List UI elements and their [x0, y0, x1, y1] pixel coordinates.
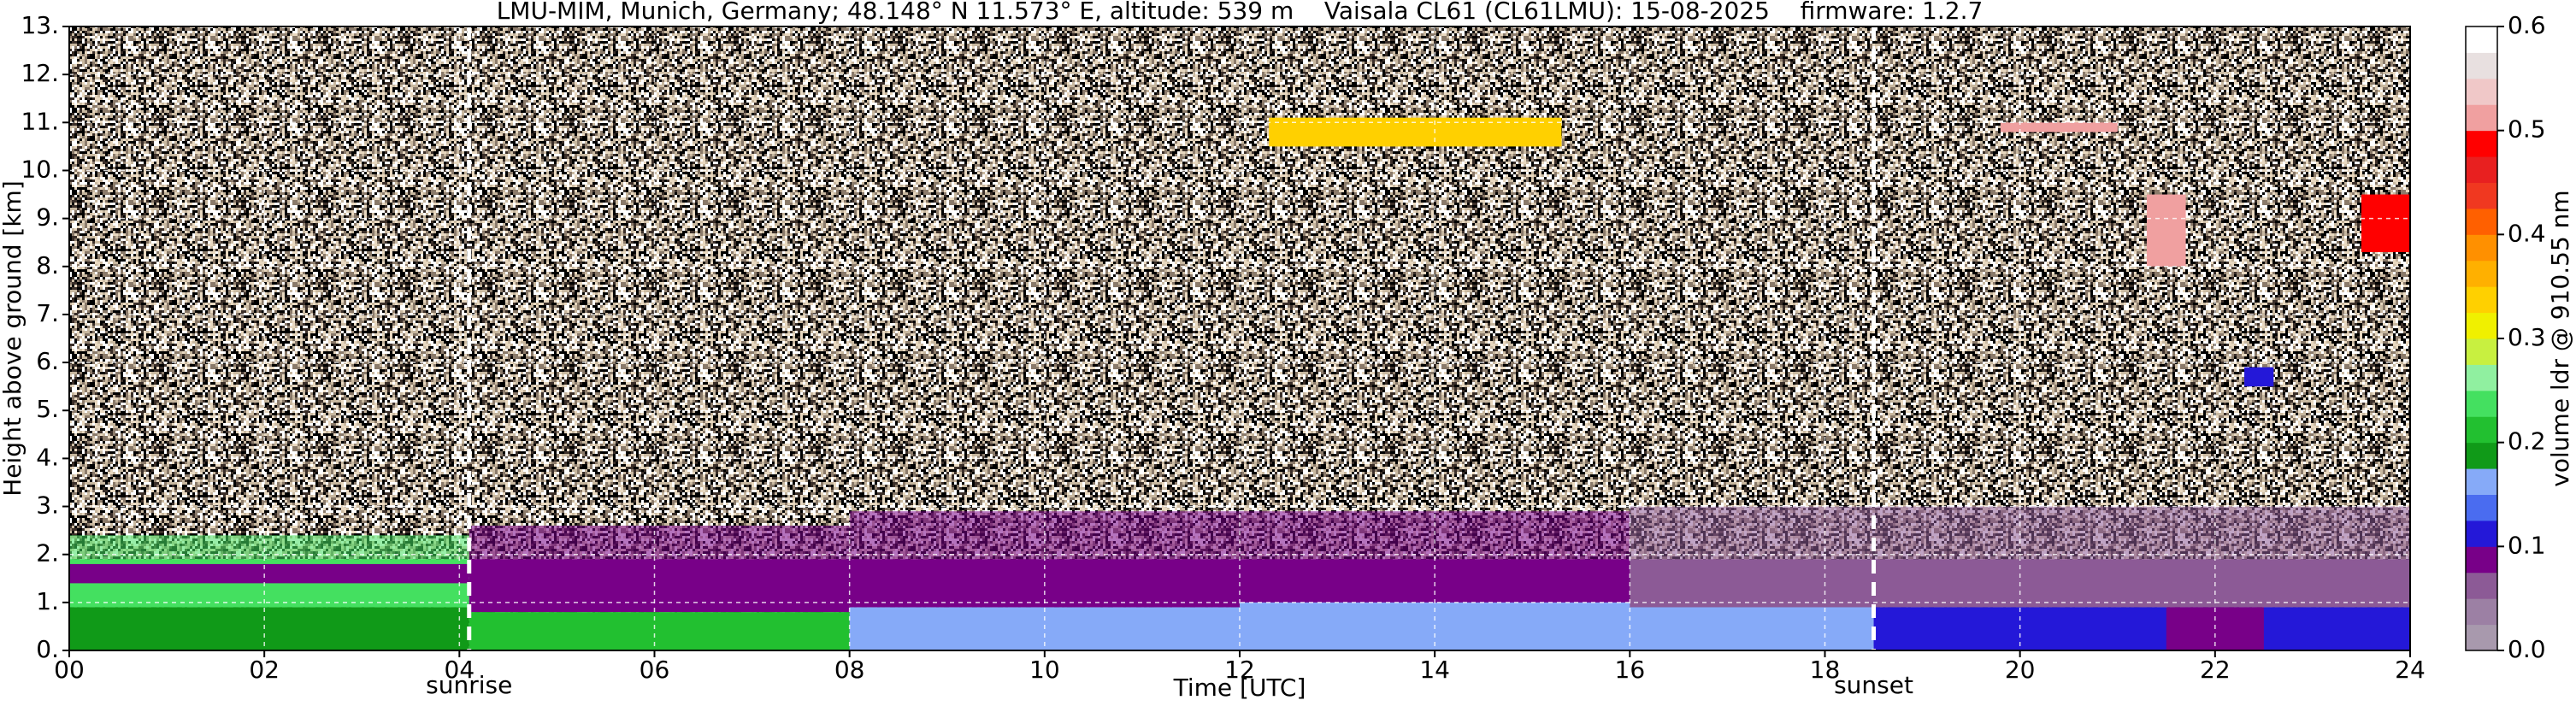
plot-frame	[68, 26, 2411, 651]
annotation-label: sunrise	[426, 671, 512, 699]
chart-title: LMU-MIM, Munich, Germany; 48.148° N 11.5…	[497, 0, 1984, 25]
colorbar-swatch	[2466, 234, 2497, 262]
colorbar-swatch	[2466, 104, 2497, 132]
colorbar-swatch	[2466, 182, 2497, 209]
x-tick-label: 18	[1810, 656, 1841, 684]
colorbar-swatch	[2466, 364, 2497, 391]
x-tick-label: 24	[2395, 656, 2426, 684]
ldr-region	[2244, 367, 2274, 387]
y-tick-label: 3.	[36, 491, 59, 520]
colorbar-swatch	[2466, 260, 2497, 287]
y-tick-label: 6.	[36, 347, 59, 375]
x-axis-label: Time [UTC]	[1173, 674, 1306, 702]
x-tick-label: 20	[2005, 656, 2036, 684]
colorbar-tick-label: 0.0	[2508, 635, 2546, 663]
ldr-region	[2000, 122, 2118, 132]
ldr-region	[2146, 194, 2186, 267]
colorbar-swatch	[2466, 468, 2497, 495]
ldr-region	[1873, 607, 2410, 650]
x-tick-label: 00	[54, 656, 85, 684]
colorbar-swatch	[2466, 338, 2497, 365]
y-tick-label: 11.	[21, 107, 59, 135]
y-tick-label: 4.	[36, 443, 59, 471]
y-tick-label: 13.	[21, 11, 59, 39]
y-tick-label: 2.	[36, 539, 59, 568]
colorbar-swatch	[2466, 390, 2497, 417]
annotation-label: sunset	[1834, 671, 1913, 699]
x-tick-label: 22	[2200, 656, 2231, 684]
colorbar-tick-label: 0.4	[2508, 219, 2546, 247]
colorbar-swatch	[2466, 156, 2497, 183]
colorbar-swatch	[2466, 52, 2497, 79]
y-tick-label: 8.	[36, 251, 59, 279]
colorbar-tick-label: 0.5	[2508, 115, 2546, 144]
colorbar-tick-label: 0.3	[2508, 323, 2546, 351]
colorbar-swatch	[2466, 286, 2497, 314]
ldr-region	[1240, 602, 1874, 650]
x-tick-label: 06	[640, 656, 670, 684]
x-tick-label: 08	[834, 656, 865, 684]
x-tick-label: 16	[1615, 656, 1646, 684]
colorbar-swatch	[2466, 520, 2497, 547]
x-tick-label: 10	[1029, 656, 1060, 684]
colorbar-swatch	[2466, 130, 2497, 157]
colorbar-swatch	[2466, 442, 2497, 469]
x-tick-label: 02	[249, 656, 280, 684]
y-tick-label: 1.	[36, 587, 59, 615]
y-tick-label: 9.	[36, 203, 59, 232]
colorbar-label: volume ldr @ 910.55 nm	[2546, 190, 2574, 486]
ldr-region	[2361, 194, 2410, 252]
colorbar-swatch	[2466, 624, 2497, 651]
ldr-region	[69, 563, 469, 584]
y-tick-label: 0.	[36, 635, 59, 663]
y-axis-label: Height above ground [km]	[0, 180, 27, 497]
colorbar-tick-label: 0.6	[2508, 11, 2546, 39]
colorbar-swatch	[2466, 26, 2497, 53]
colorbar-swatch	[2466, 312, 2497, 339]
colorbar-tick-label: 0.2	[2508, 427, 2546, 456]
y-tick-label: 10.	[21, 155, 59, 183]
y-tick-label: 7.	[36, 299, 59, 327]
colorbar-swatch	[2466, 598, 2497, 626]
x-tick-label: 04	[445, 656, 475, 684]
colorbar-swatch	[2466, 572, 2497, 599]
colorbar-swatch	[2466, 208, 2497, 235]
ldr-region	[69, 607, 469, 650]
x-tick-label: 14	[1419, 656, 1450, 684]
colorbar-swatch	[2466, 546, 2497, 574]
y-tick-label: 12.	[21, 59, 59, 87]
y-tick-label: 5.	[36, 395, 59, 423]
x-tick-label: 12	[1224, 656, 1255, 684]
colorbar-swatch	[2466, 78, 2497, 105]
colorbar-swatch	[2466, 416, 2497, 444]
colorbar-swatch	[2466, 494, 2497, 521]
colorbar-tick-label: 0.1	[2508, 531, 2546, 559]
